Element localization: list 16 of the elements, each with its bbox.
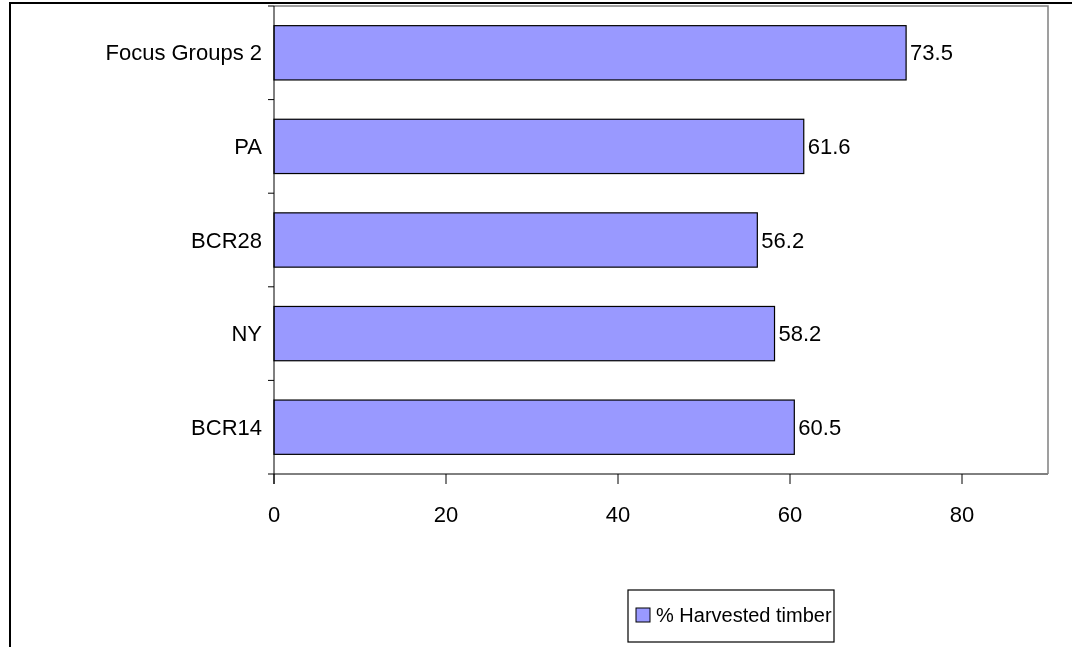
x-tick-label: 20 <box>433 502 459 527</box>
data-label: 73.5 <box>910 40 953 66</box>
y-tick-label: BCR28 <box>191 227 262 253</box>
y-tick-label: Focus Groups 2 <box>105 40 262 66</box>
y-tick-label: PA <box>234 133 263 159</box>
data-label: 61.6 <box>807 133 851 159</box>
y-tick-label: NY <box>231 321 263 347</box>
x-tick-label: 40 <box>605 502 631 527</box>
legend-label: % Harvested timber <box>656 604 832 626</box>
data-label: 58.2 <box>778 321 822 347</box>
x-tick-label: 0 <box>267 502 281 527</box>
x-tick-label: 60 <box>777 502 803 527</box>
x-tick-label: 80 <box>949 502 975 527</box>
y-tick-label: BCR14 <box>191 414 262 440</box>
data-label: 60.5 <box>798 414 842 440</box>
data-label: 56.2 <box>761 227 805 253</box>
